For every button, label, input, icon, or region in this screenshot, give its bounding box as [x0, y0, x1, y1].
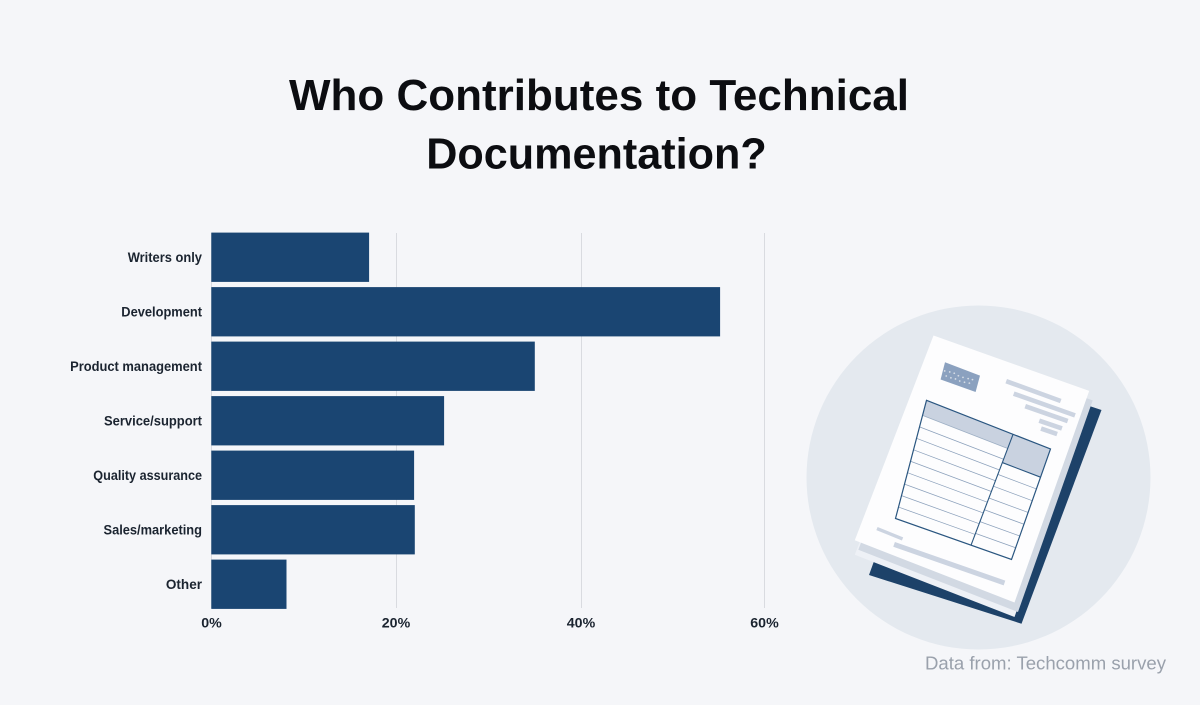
svg-text:60%: 60%	[750, 616, 779, 632]
svg-text:Service/support: Service/support	[104, 414, 202, 430]
svg-text:Writers only: Writers only	[128, 250, 202, 266]
svg-text:Other: Other	[166, 577, 203, 593]
svg-text:Who Contributes to Technical: Who Contributes to Technical	[289, 72, 909, 120]
svg-text:Product management: Product management	[70, 359, 202, 375]
svg-text:Quality assurance: Quality assurance	[93, 468, 202, 484]
svg-text:Sales/marketing: Sales/marketing	[104, 523, 203, 539]
svg-text:0%: 0%	[201, 616, 222, 632]
svg-text:20%: 20%	[382, 616, 411, 632]
svg-text:Documentation?: Documentation?	[426, 131, 767, 179]
svg-text:40%: 40%	[567, 616, 596, 632]
svg-text:Development: Development	[121, 305, 202, 321]
svg-text:Data from: Techcomm survey: Data from: Techcomm survey	[925, 653, 1167, 674]
